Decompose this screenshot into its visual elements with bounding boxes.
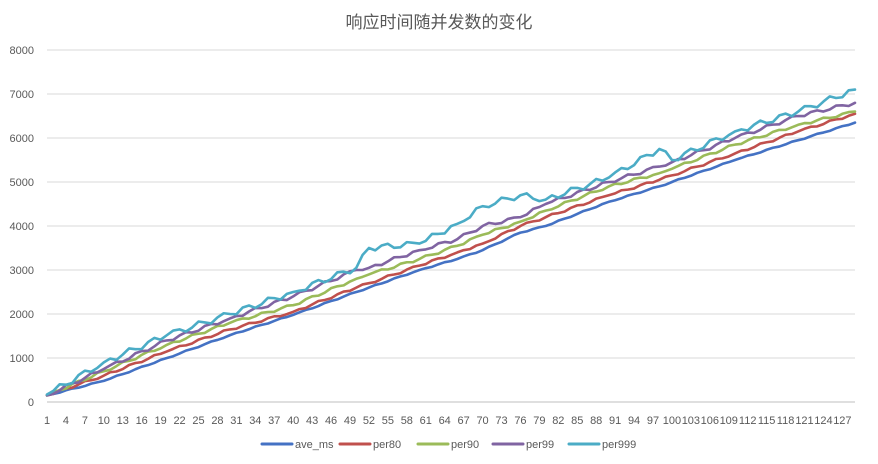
x-tick-label: 67 <box>458 415 470 427</box>
x-tick-label: 46 <box>325 415 337 427</box>
x-tick-label: 97 <box>647 415 659 427</box>
series-layer <box>45 88 857 397</box>
x-tick-label: 7 <box>82 415 88 427</box>
x-tick-label: 79 <box>533 415 545 427</box>
legend-label-per90: per90 <box>451 439 479 451</box>
y-tick-label: 0 <box>28 397 34 409</box>
x-tick-label: 85 <box>571 415 583 427</box>
x-tick-label: 37 <box>268 415 280 427</box>
x-tick-label: 13 <box>117 415 129 427</box>
x-tick-label: 100 <box>663 415 681 427</box>
x-tick-label: 58 <box>401 415 413 427</box>
x-tick-label: 88 <box>590 415 602 427</box>
series-line-per999 <box>45 88 857 396</box>
x-tick-label: 106 <box>701 415 719 427</box>
y-axis-ticks: 0 1000 2000 3000 4000 5000 6000 7000 8000 <box>10 45 34 409</box>
x-tick-label: 118 <box>777 415 795 427</box>
x-tick-label: 52 <box>363 415 375 427</box>
y-tick-label: 6000 <box>10 133 34 145</box>
series-line-per80 <box>45 112 857 397</box>
legend-label-per99: per99 <box>526 439 554 451</box>
x-tick-label: 115 <box>758 415 776 427</box>
x-axis-ticks: 1 4 7 10 13 16 19 22 25 28 31 34 37 40 43 46 49 52 55 58 61 6… <box>44 415 852 427</box>
x-tick-label: 103 <box>682 415 700 427</box>
x-tick-label: 40 <box>287 415 299 427</box>
x-tick-label: 25 <box>192 415 204 427</box>
x-tick-label: 109 <box>720 415 738 427</box>
series-line-ave_ms <box>45 121 857 397</box>
y-tick-label: 2000 <box>10 309 34 321</box>
chart-title: 响应时间随并发数的变化 <box>346 13 533 33</box>
x-tick-label: 19 <box>155 415 167 427</box>
x-tick-label: 1 <box>44 415 50 427</box>
x-tick-label: 112 <box>739 415 757 427</box>
x-tick-label: 28 <box>211 415 223 427</box>
y-tick-label: 7000 <box>10 89 34 101</box>
x-tick-label: 73 <box>495 415 507 427</box>
x-tick-label: 61 <box>420 415 432 427</box>
y-tick-label: 1000 <box>10 353 34 365</box>
y-tick-label: 5000 <box>10 177 34 189</box>
x-tick-label: 76 <box>514 415 526 427</box>
series-line-per90 <box>45 110 857 397</box>
x-tick-label: 127 <box>833 415 851 427</box>
x-tick-label: 10 <box>98 415 110 427</box>
x-tick-label: 34 <box>249 415 261 427</box>
x-tick-label: 64 <box>439 415 451 427</box>
x-tick-label: 49 <box>344 415 356 427</box>
legend: ave_ms per80 per90 per99 per999 <box>260 439 636 451</box>
legend-label-per80: per80 <box>373 439 401 451</box>
y-tick-label: 4000 <box>10 221 34 233</box>
y-tick-label: 3000 <box>10 265 34 277</box>
x-tick-label: 124 <box>814 415 832 427</box>
series-line-per99 <box>45 101 857 397</box>
x-tick-label: 70 <box>476 415 488 427</box>
x-tick-label: 82 <box>552 415 564 427</box>
x-tick-label: 94 <box>628 415 640 427</box>
x-tick-label: 31 <box>230 415 242 427</box>
x-tick-label: 121 <box>795 415 813 427</box>
legend-label-ave_ms: ave_ms <box>295 439 334 451</box>
x-tick-label: 91 <box>609 415 621 427</box>
x-tick-label: 43 <box>306 415 318 427</box>
x-tick-label: 22 <box>173 415 185 427</box>
x-tick-label: 55 <box>382 415 394 427</box>
legend-label-per999: per999 <box>602 439 636 451</box>
y-tick-label: 8000 <box>10 45 34 57</box>
x-tick-label: 4 <box>63 415 69 427</box>
x-tick-label: 16 <box>136 415 148 427</box>
